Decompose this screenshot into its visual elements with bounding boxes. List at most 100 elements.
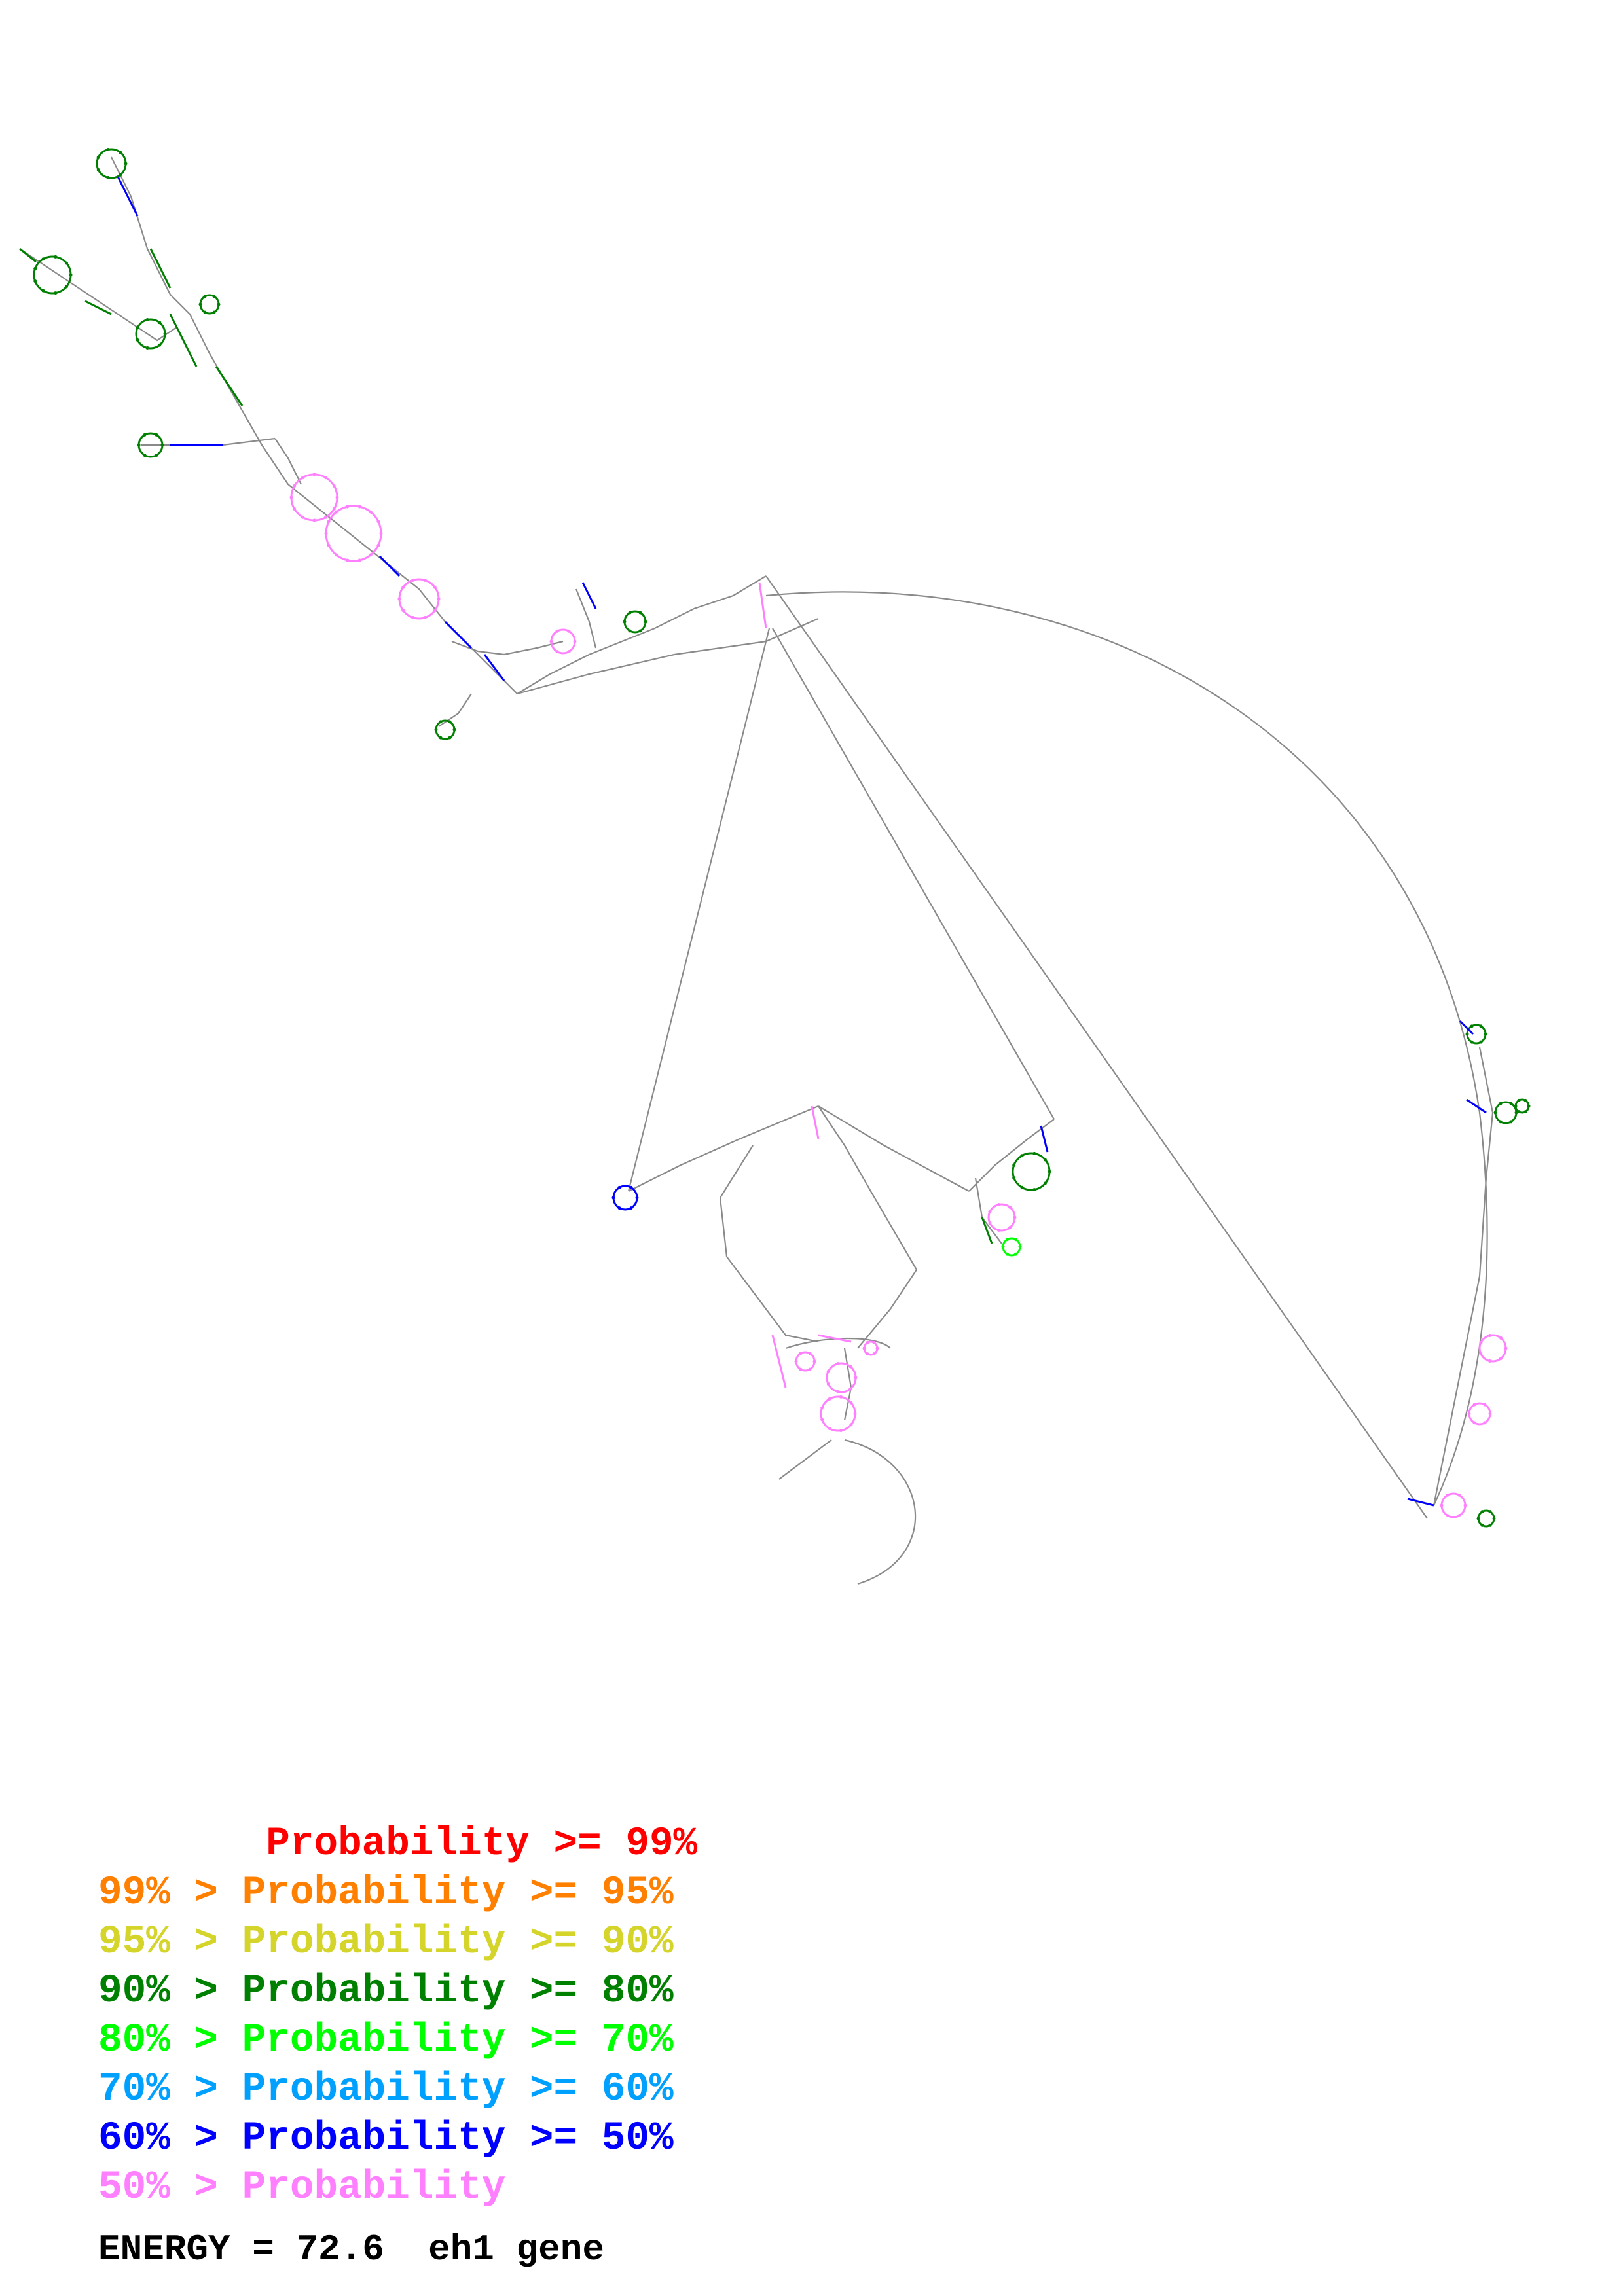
nucleotide (289, 495, 293, 499)
nucleotide (638, 611, 642, 615)
legend-prefix: 50% > (98, 2165, 242, 2210)
nucleotide (1446, 1514, 1450, 1518)
nucleotide (997, 1228, 1001, 1232)
nucleotide (628, 629, 632, 633)
nucleotide (434, 728, 438, 732)
legend-row: 99% > Probability >= 95% (98, 1869, 697, 1918)
nucleotide (1527, 1104, 1531, 1108)
nucleotide (875, 1346, 879, 1350)
nucleotide (849, 1423, 853, 1427)
rna-loops (33, 148, 1530, 1528)
nucleotide (1457, 1514, 1461, 1518)
nucleotide (638, 629, 642, 633)
nucleotide (119, 151, 122, 154)
nucleotide (1470, 1024, 1474, 1028)
nucleotide (324, 531, 328, 535)
nucleotide (143, 454, 147, 457)
nucleotide (799, 1352, 803, 1355)
legend-label: Probability >= 70% (242, 2018, 674, 2063)
nucleotide (794, 1359, 798, 1363)
nucleotide (826, 1369, 830, 1373)
nucleotide (1499, 1336, 1503, 1340)
nucleotide (41, 257, 45, 261)
nucleotide (96, 155, 100, 159)
nucleotide (198, 302, 202, 306)
nucleotide (136, 338, 139, 342)
nucleotide (106, 175, 110, 179)
nucleotide (1476, 1516, 1480, 1520)
nucleotide (644, 620, 647, 624)
legend-label: Probability (242, 2165, 506, 2210)
nucleotide (617, 1206, 621, 1210)
nucleotide (1488, 1359, 1492, 1363)
nucleotide (1013, 1215, 1017, 1219)
nucleotide (212, 310, 216, 314)
nucleotide (1488, 1523, 1492, 1527)
nucleotide (812, 1359, 816, 1363)
nucleotide (1032, 1151, 1036, 1155)
legend-label: Probability >= 90% (242, 1920, 674, 1965)
nucleotide (1483, 1403, 1487, 1407)
nucleotide (439, 736, 443, 740)
nucleotide (549, 639, 553, 643)
legend-prefix: 70% > (98, 2067, 242, 2112)
nucleotide (1488, 1510, 1492, 1514)
nucleotide (1514, 1111, 1518, 1115)
nucleotide (143, 433, 147, 437)
nucleotide (357, 505, 361, 509)
nucleotide (1008, 1205, 1012, 1209)
nucleotide (379, 531, 383, 535)
nucleotide (1517, 1098, 1521, 1102)
nucleotide (119, 173, 122, 177)
nucleotide (1043, 1158, 1047, 1162)
nucleotide (826, 1382, 830, 1386)
nucleotide (1504, 1346, 1508, 1350)
nucleotide (820, 1418, 824, 1422)
nucleotide (1523, 1098, 1527, 1102)
legend-label: Probability >= 60% (242, 2067, 674, 2112)
nucleotide (1446, 1493, 1450, 1497)
nucleotide (423, 578, 427, 582)
nucleotide (808, 1367, 812, 1371)
nucleotide (64, 285, 68, 289)
nucleotide (327, 543, 331, 547)
nucleotide (158, 321, 162, 325)
nucleotide (401, 585, 405, 589)
nucleotide (1484, 1032, 1487, 1036)
nucleotide (324, 515, 327, 519)
nucleotide (433, 609, 437, 613)
nucleotide (312, 518, 316, 522)
nucleotide (124, 162, 128, 166)
legend-label: Probability >= 50% (242, 2116, 674, 2161)
nucleotide (41, 289, 45, 293)
rna-backbone (19, 156, 1494, 1585)
legend-label: Probability >= 80% (242, 1969, 674, 2014)
nucleotide (64, 261, 68, 265)
nucleotide (203, 295, 207, 298)
nucleotide (411, 578, 415, 582)
nucleotide (1509, 1102, 1513, 1105)
nucleotide (611, 1196, 615, 1200)
nucleotide (312, 473, 316, 476)
rna-stems (19, 176, 1487, 1507)
probability-legend: Probability >= 99% 99% > Probability >= 9… (98, 1820, 697, 2212)
nucleotide (1479, 1040, 1483, 1044)
nucleotide (54, 255, 58, 259)
legend-prefix (98, 1821, 266, 1867)
nucleotide (1499, 1120, 1503, 1124)
nucleotide (866, 1352, 869, 1356)
nucleotide (69, 273, 73, 277)
nucleotide (1479, 1340, 1483, 1344)
nucleotide-dots (33, 148, 1531, 1527)
nucleotide (155, 454, 158, 457)
nucleotide (401, 609, 405, 613)
nucleotide (1465, 1032, 1469, 1036)
nucleotide (629, 1206, 633, 1210)
nucleotide (1483, 1421, 1487, 1425)
nucleotide (849, 1401, 853, 1405)
legend-row: 50% > Probability (98, 2163, 697, 2212)
nucleotide (376, 543, 380, 547)
nucleotide (555, 650, 559, 654)
legend-row: Probability >= 99% (98, 1820, 697, 1869)
nucleotide (866, 1340, 869, 1344)
